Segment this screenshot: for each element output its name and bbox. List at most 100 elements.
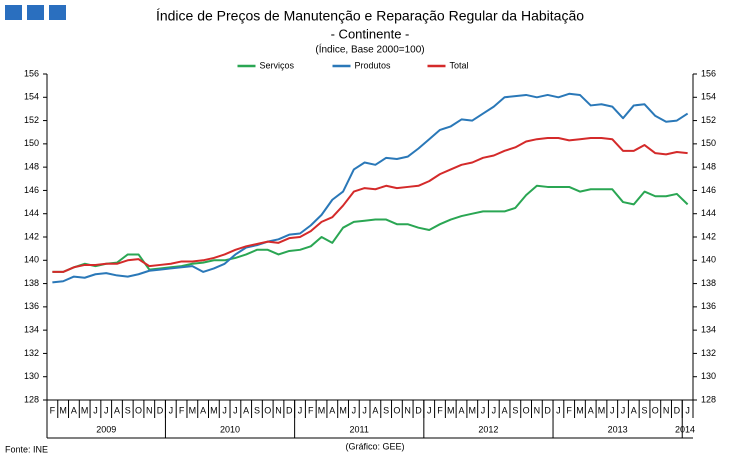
y2-tick-label: 134 bbox=[701, 325, 716, 335]
x-tick-label: M bbox=[598, 405, 606, 415]
x-tick-label: S bbox=[125, 405, 131, 415]
logo-block bbox=[49, 5, 66, 20]
y2-tick-label: 142 bbox=[701, 231, 716, 241]
y-tick-label: 150 bbox=[24, 138, 39, 148]
x-tick-label: D bbox=[544, 405, 551, 415]
series-line bbox=[52, 137, 688, 273]
y-tick-label: 130 bbox=[24, 371, 39, 381]
x-tick-label: F bbox=[437, 405, 443, 415]
source: Fonte: INE bbox=[5, 444, 48, 454]
legend-label: Total bbox=[450, 60, 469, 70]
logo-block bbox=[27, 5, 44, 20]
x-tick-label: J bbox=[556, 405, 561, 415]
x-tick-label: J bbox=[298, 405, 303, 415]
x-tick-label: S bbox=[642, 405, 648, 415]
y2-tick-label: 128 bbox=[701, 394, 716, 404]
x-tick-label: J bbox=[169, 405, 174, 415]
y-tick-label: 134 bbox=[24, 325, 39, 335]
y2-tick-label: 154 bbox=[701, 92, 716, 102]
y-tick-label: 146 bbox=[24, 185, 39, 195]
x-tick-label: J bbox=[685, 405, 690, 415]
y-tick-label: 128 bbox=[24, 394, 39, 404]
x-tick-label: M bbox=[81, 405, 89, 415]
x-tick-label: J bbox=[621, 405, 626, 415]
year-label: 2011 bbox=[350, 424, 369, 434]
year-label: 2013 bbox=[608, 424, 628, 434]
x-tick-label: O bbox=[523, 405, 530, 415]
x-tick-label: N bbox=[275, 405, 282, 415]
x-tick-label: A bbox=[200, 405, 206, 415]
x-tick-label: N bbox=[404, 405, 411, 415]
y2-tick-label: 144 bbox=[701, 208, 716, 218]
credit: (Gráfico: GEE) bbox=[345, 441, 404, 451]
chart-title: Índice de Preços de Manutenção e Reparaç… bbox=[156, 8, 584, 24]
x-tick-label: F bbox=[566, 405, 572, 415]
series-line bbox=[52, 184, 689, 273]
unit-label: (Índice, Base 2000=100) bbox=[315, 43, 424, 56]
y2-tick-label: 140 bbox=[701, 255, 716, 265]
y-tick-label: 140 bbox=[24, 255, 39, 265]
logo-block bbox=[5, 5, 22, 20]
x-tick-label: O bbox=[393, 405, 400, 415]
x-tick-label: D bbox=[415, 405, 422, 415]
x-tick-label: A bbox=[588, 405, 594, 415]
x-tick-label: N bbox=[663, 405, 670, 415]
x-tick-label: D bbox=[674, 405, 681, 415]
x-tick-label: J bbox=[427, 405, 432, 415]
x-tick-label: A bbox=[114, 405, 120, 415]
x-tick-label: M bbox=[576, 405, 584, 415]
x-tick-label: J bbox=[492, 405, 497, 415]
x-tick-label: S bbox=[254, 405, 260, 415]
y2-tick-label: 130 bbox=[701, 371, 716, 381]
x-tick-label: O bbox=[652, 405, 659, 415]
x-tick-label: M bbox=[318, 405, 326, 415]
x-tick-label: F bbox=[50, 405, 56, 415]
x-tick-label: A bbox=[329, 405, 335, 415]
y-tick-label: 144 bbox=[24, 208, 39, 218]
year-label: 2010 bbox=[220, 424, 240, 434]
y2-tick-label: 138 bbox=[701, 278, 716, 288]
x-tick-label: J bbox=[233, 405, 238, 415]
x-tick-label: J bbox=[352, 405, 357, 415]
x-tick-label: M bbox=[210, 405, 218, 415]
x-tick-label: A bbox=[71, 405, 77, 415]
x-tick-label: N bbox=[534, 405, 541, 415]
x-tick-label: O bbox=[264, 405, 271, 415]
x-tick-label: J bbox=[481, 405, 486, 415]
x-tick-label: D bbox=[286, 405, 293, 415]
y2-tick-label: 146 bbox=[701, 185, 716, 195]
chart-subtitle: - Continente - bbox=[331, 26, 410, 41]
y2-tick-label: 152 bbox=[701, 115, 716, 125]
year-label: 2009 bbox=[96, 424, 116, 434]
y2-tick-label: 148 bbox=[701, 162, 716, 172]
x-tick-label: M bbox=[189, 405, 197, 415]
y-tick-label: 138 bbox=[24, 278, 39, 288]
x-tick-label: S bbox=[383, 405, 389, 415]
x-tick-label: M bbox=[447, 405, 455, 415]
x-tick-label: J bbox=[362, 405, 367, 415]
year-label: 2012 bbox=[478, 424, 498, 434]
x-tick-label: N bbox=[146, 405, 153, 415]
x-tick-label: J bbox=[93, 405, 98, 415]
x-tick-label: M bbox=[59, 405, 67, 415]
x-tick-label: F bbox=[179, 405, 185, 415]
x-tick-label: A bbox=[243, 405, 249, 415]
legend-label: Serviços bbox=[260, 60, 295, 70]
y-tick-label: 136 bbox=[24, 301, 39, 311]
x-tick-label: J bbox=[104, 405, 109, 415]
x-tick-label: M bbox=[469, 405, 477, 415]
x-tick-label: D bbox=[157, 405, 164, 415]
y-tick-label: 154 bbox=[24, 92, 39, 102]
x-tick-label: A bbox=[631, 405, 637, 415]
y-tick-label: 156 bbox=[24, 68, 39, 78]
x-tick-label: F bbox=[308, 405, 314, 415]
y-tick-label: 132 bbox=[24, 348, 39, 358]
y-tick-label: 152 bbox=[24, 115, 39, 125]
x-tick-label: M bbox=[339, 405, 347, 415]
x-tick-label: A bbox=[502, 405, 508, 415]
x-tick-label: O bbox=[135, 405, 142, 415]
y2-tick-label: 136 bbox=[701, 301, 716, 311]
x-tick-label: J bbox=[222, 405, 227, 415]
y2-tick-label: 150 bbox=[701, 138, 716, 148]
